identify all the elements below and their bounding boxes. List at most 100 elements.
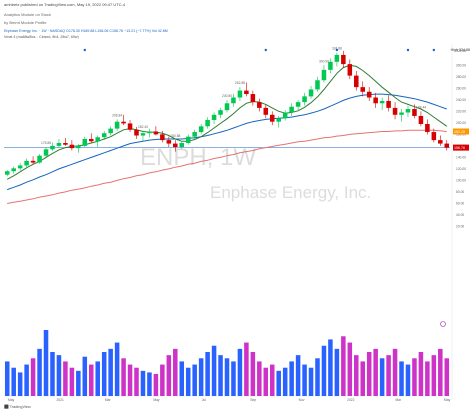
- candle-body[interactable]: [425, 124, 430, 133]
- candle-body[interactable]: [218, 110, 223, 115]
- volume-bar: [140, 370, 146, 396]
- candle-body[interactable]: [179, 143, 185, 148]
- candle-body[interactable]: [82, 138, 88, 146]
- candle-body[interactable]: [250, 94, 256, 103]
- candle-body[interactable]: [321, 69, 327, 81]
- price-annotation: 324.88: [332, 47, 342, 51]
- analytics-line: Analytics Module on Stock: [4, 12, 51, 17]
- candle-body[interactable]: [366, 91, 372, 98]
- candle-body[interactable]: [153, 131, 159, 135]
- candle-body[interactable]: [192, 132, 197, 137]
- candle-body[interactable]: [69, 144, 75, 149]
- scale-settings-icon[interactable]: [440, 321, 446, 327]
- candle-body[interactable]: [431, 132, 437, 141]
- candle-body[interactable]: [354, 75, 359, 88]
- candle-body[interactable]: [302, 96, 307, 103]
- tradingview-footer[interactable]: ⬛ TradingView: [4, 404, 31, 409]
- price-annotation: 262.88: [235, 81, 245, 85]
- volume-bar: [114, 342, 120, 396]
- candle-body[interactable]: [418, 115, 424, 124]
- event-marker-icon[interactable]: [432, 48, 436, 52]
- candle-body[interactable]: [211, 114, 217, 120]
- candle-body[interactable]: [269, 114, 275, 122]
- candle-body[interactable]: [328, 61, 333, 70]
- candle-body[interactable]: [11, 168, 16, 172]
- candle-body[interactable]: [166, 140, 172, 144]
- candle-body[interactable]: [4, 171, 10, 175]
- candle-body[interactable]: [308, 89, 314, 97]
- time-tick-label: 2021: [56, 398, 64, 402]
- candle-body[interactable]: [379, 100, 385, 104]
- candle-body[interactable]: [438, 140, 443, 144]
- price-tick-label: 324.88: [456, 49, 466, 53]
- event-marker-icon[interactable]: [264, 48, 267, 52]
- volume-bar: [321, 345, 327, 396]
- candle-body[interactable]: [121, 121, 126, 124]
- volume-bar: [11, 367, 16, 396]
- candle-body[interactable]: [173, 143, 178, 148]
- candle-body[interactable]: [30, 160, 36, 163]
- publisher-line: amhbetz published on TradingView.com, Ma…: [4, 2, 126, 7]
- volume-bar: [373, 348, 378, 396]
- candle-body[interactable]: [386, 100, 391, 108]
- candle-body[interactable]: [147, 131, 152, 134]
- candle-body[interactable]: [114, 121, 120, 129]
- candle-body[interactable]: [373, 97, 378, 104]
- candle-body[interactable]: [405, 109, 411, 113]
- ma-long-line: [7, 129, 447, 204]
- candle-body[interactable]: [360, 87, 366, 92]
- event-marker-icon[interactable]: [335, 48, 339, 52]
- event-marker-icon[interactable]: [406, 48, 410, 52]
- candle-body[interactable]: [56, 143, 62, 146]
- price-annotation: 188.44: [416, 105, 426, 109]
- candle-body[interactable]: [17, 165, 23, 169]
- publish-header: amhbetz published on TradingView.com, Ma…: [0, 0, 474, 26]
- volume-bar: [173, 348, 178, 396]
- price-annotation: 240.80: [222, 94, 232, 98]
- event-marker-icon[interactable]: [83, 48, 86, 52]
- candle-body[interactable]: [108, 128, 113, 134]
- candle-body[interactable]: [76, 145, 81, 149]
- price-tick-label: 260.00: [456, 87, 466, 91]
- volume-bar: [250, 352, 256, 396]
- candle-body[interactable]: [231, 97, 236, 104]
- candle-body[interactable]: [237, 90, 243, 98]
- candle-body[interactable]: [24, 160, 29, 166]
- candle-body[interactable]: [276, 118, 281, 122]
- candle-body[interactable]: [334, 54, 340, 62]
- time-tick-label: May: [8, 398, 15, 402]
- volume-bar: [95, 361, 100, 396]
- candle-body[interactable]: [282, 112, 288, 119]
- volume-bar: [379, 358, 385, 396]
- tradingview-logo-icon: ⬛: [4, 405, 9, 409]
- candle-body[interactable]: [50, 145, 55, 150]
- candle-body[interactable]: [63, 143, 68, 145]
- candle-body[interactable]: [412, 109, 417, 116]
- candle-body[interactable]: [43, 149, 49, 156]
- candle-body[interactable]: [88, 138, 94, 142]
- candle-body[interactable]: [205, 119, 210, 127]
- candle-body[interactable]: [341, 54, 346, 65]
- candle-body[interactable]: [127, 123, 133, 130]
- candle-body[interactable]: [289, 106, 294, 113]
- candle-body[interactable]: [140, 133, 146, 136]
- candle-body[interactable]: [244, 90, 249, 95]
- candle-body[interactable]: [185, 136, 191, 143]
- candle-body[interactable]: [263, 107, 269, 115]
- candle-body[interactable]: [295, 102, 301, 107]
- candle-body[interactable]: [37, 155, 42, 163]
- candle-body[interactable]: [134, 129, 139, 136]
- candle-body[interactable]: [444, 143, 450, 148]
- candle-body[interactable]: [224, 103, 230, 111]
- candle-body[interactable]: [198, 126, 204, 133]
- candle-body[interactable]: [160, 134, 165, 141]
- candle-body[interactable]: [315, 80, 320, 90]
- candle-body[interactable]: [101, 133, 107, 138]
- candle-body[interactable]: [257, 102, 262, 108]
- volume-bar: [160, 364, 165, 396]
- candle-body[interactable]: [347, 64, 353, 76]
- candle-body[interactable]: [399, 112, 404, 115]
- candle-body[interactable]: [95, 137, 100, 142]
- candle-body[interactable]: [392, 107, 398, 115]
